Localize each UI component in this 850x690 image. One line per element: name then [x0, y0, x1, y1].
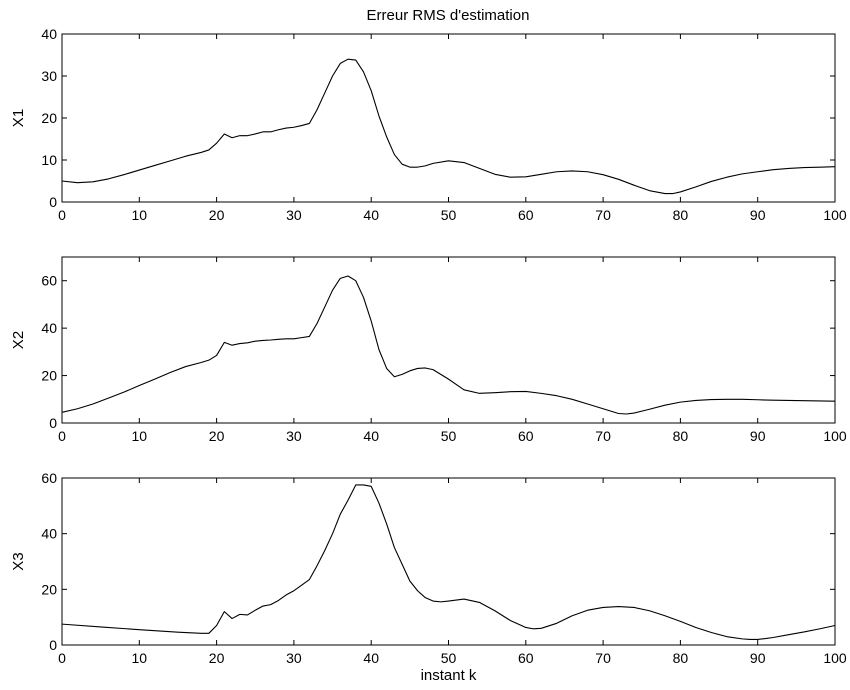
- x-tick-label: 100: [823, 428, 847, 444]
- x-tick-label: 0: [58, 207, 66, 223]
- plot-panel-x3: 0 10 20 30 40 50 60 70 80 90 100 0 20 40 60 X3 instant k: [10, 470, 847, 684]
- x-tick-label: 60: [518, 207, 534, 223]
- x-tick-label: 80: [673, 428, 689, 444]
- y-tick-label: 20: [41, 368, 57, 384]
- y-axis-label-x3: X3: [10, 552, 27, 570]
- x-tick-label: 50: [441, 650, 457, 666]
- series-line-x3: [61, 484, 836, 640]
- x-tick-label: 90: [750, 428, 766, 444]
- x-tick-label: 70: [595, 207, 611, 223]
- x-axis-label: instant k: [421, 667, 477, 684]
- y-tick-label: 40: [41, 526, 57, 542]
- y-tick-label: 0: [49, 415, 57, 431]
- x-tick-label: 10: [132, 428, 148, 444]
- y-tick-label: 30: [41, 68, 57, 84]
- y-tick-label: 0: [49, 637, 57, 653]
- plot-panel-x1: 0 10 20 30 40 50 60 70 80 90 100 0 10 20 30 40 X1: [10, 26, 847, 223]
- x-tick-label: 40: [363, 207, 379, 223]
- x-tick-label: 50: [441, 207, 457, 223]
- x-tick-label: 60: [518, 650, 534, 666]
- y-axis-label-x2: X2: [10, 331, 27, 349]
- y-axis-label-x1: X1: [10, 109, 27, 127]
- x-tick-label: 60: [518, 428, 534, 444]
- y-tick-label: 40: [41, 320, 57, 336]
- x-tick-label: 80: [673, 207, 689, 223]
- x-tick-label: 50: [441, 428, 457, 444]
- x-tick-label: 100: [823, 650, 847, 666]
- y-tick-label: 10: [41, 152, 57, 168]
- plot-frame-x3: [61, 477, 836, 646]
- y-tick-label: 0: [49, 194, 57, 210]
- x-tick-label: 30: [286, 650, 302, 666]
- x-tick-label: 30: [286, 428, 302, 444]
- x-tick-label: 40: [363, 428, 379, 444]
- y-tick-label: 20: [41, 110, 57, 126]
- chart-title: Erreur RMS d'estimation: [367, 7, 530, 24]
- x-tick-label: 0: [58, 428, 66, 444]
- y-tick-label: 60: [41, 273, 57, 289]
- x-tick-label: 20: [209, 207, 225, 223]
- x-tick-label: 90: [750, 650, 766, 666]
- series-line-x2: [61, 275, 836, 415]
- plot-frame-x2: [61, 256, 836, 424]
- y-tick-label: 60: [41, 470, 57, 486]
- x-tick-label: 20: [209, 650, 225, 666]
- x-tick-label: 80: [673, 650, 689, 666]
- x-tick-label: 30: [286, 207, 302, 223]
- plot-frame-x1: [61, 33, 836, 203]
- x-tick-label: 90: [750, 207, 766, 223]
- x-tick-label: 10: [132, 207, 148, 223]
- series-line-x1: [61, 58, 836, 195]
- y-tick-label: 20: [41, 581, 57, 597]
- plot-panel-x2: 0 10 20 30 40 50 60 70 80 90 100 0 20 40 60 X2: [10, 256, 847, 444]
- x-tick-label: 70: [595, 428, 611, 444]
- x-tick-label: 0: [58, 650, 66, 666]
- x-tick-label: 10: [132, 650, 148, 666]
- x-tick-label: 100: [823, 207, 847, 223]
- x-tick-label: 70: [595, 650, 611, 666]
- x-tick-label: 40: [363, 650, 379, 666]
- x-tick-label: 20: [209, 428, 225, 444]
- y-tick-label: 40: [41, 26, 57, 42]
